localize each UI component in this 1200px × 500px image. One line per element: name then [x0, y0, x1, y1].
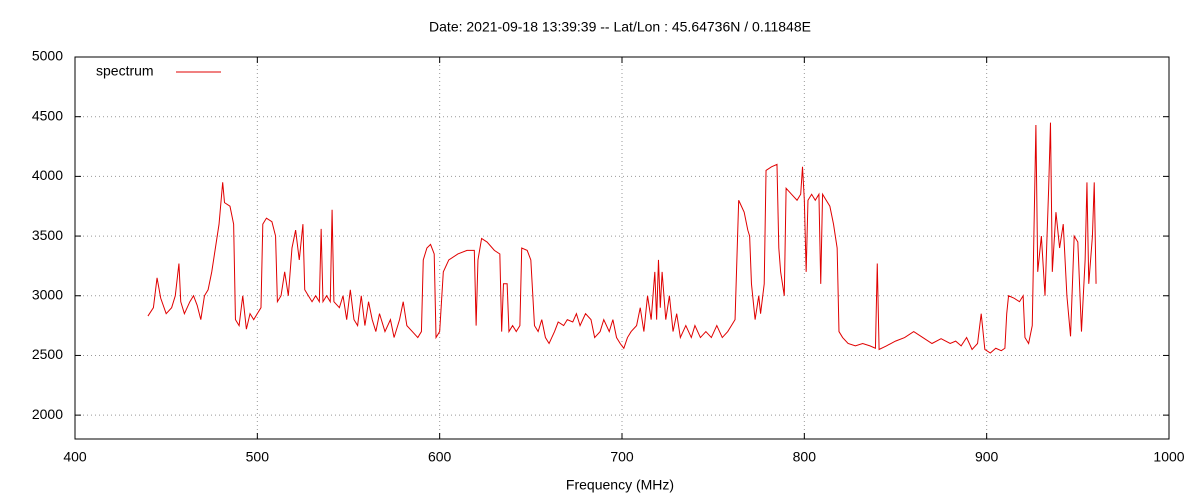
y-tick-label: 4500 [32, 107, 63, 123]
chart-title: Date: 2021-09-18 13:39:39 -- Lat/Lon : 4… [429, 19, 811, 35]
x-tick-label: 700 [610, 449, 634, 465]
plot-frame [74, 56, 1170, 440]
x-tick-label: 900 [975, 449, 999, 465]
series-line [147, 122, 1097, 354]
y-tick-label: 5000 [32, 48, 63, 64]
y-tick-label: 4000 [32, 167, 63, 183]
x-tick-label: 400 [63, 449, 87, 465]
x-tick-label: 800 [793, 449, 817, 465]
y-tick-label: 2500 [32, 346, 63, 362]
y-tick-label: 3000 [32, 286, 63, 302]
x-tick-label: 500 [246, 449, 270, 465]
y-tick-label: 3500 [32, 227, 63, 243]
x-tick-label: 600 [428, 449, 452, 465]
x-axis-label: Frequency (MHz) [566, 477, 674, 493]
x-tick-label: 1000 [1153, 449, 1184, 465]
y-tick-label: 2000 [32, 406, 63, 422]
legend-label: spectrum [96, 63, 154, 79]
